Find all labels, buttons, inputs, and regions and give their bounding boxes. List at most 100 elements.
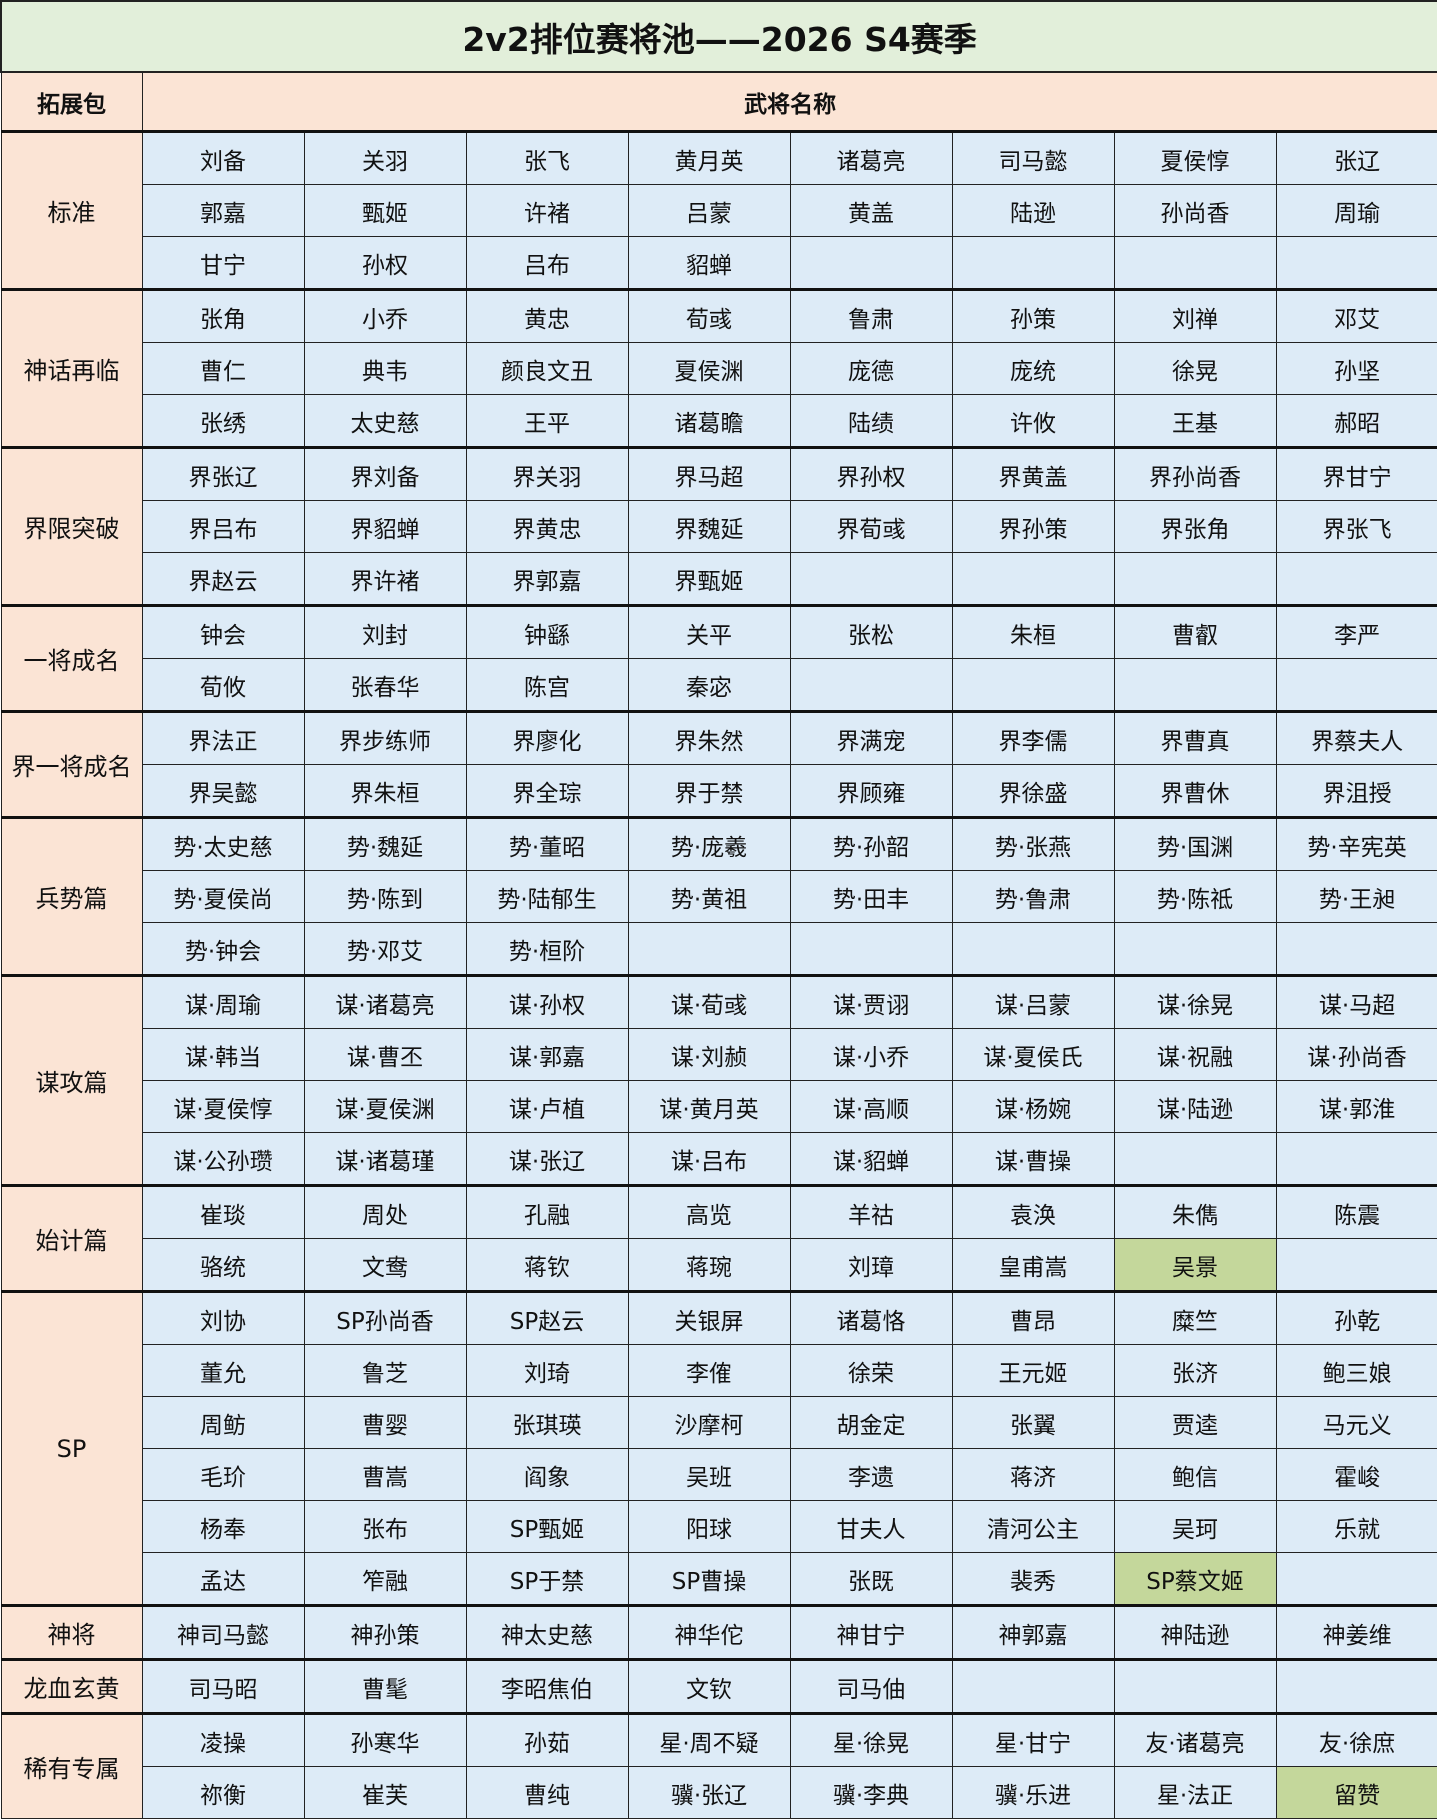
general-cell: 谋·杨婉 — [951, 1080, 1115, 1133]
empty-cell — [789, 236, 953, 290]
general-cell: 陆绩 — [789, 394, 953, 448]
general-cell: 界孙策 — [951, 500, 1115, 553]
table-row: 一将成名 钟会 刘封 钟繇 关平 张松 朱桓 曹叡 李严 — [0, 604, 1437, 712]
general-cell: 谋·高顺 — [789, 1080, 953, 1133]
general-cell: 谋·夏侯氏 — [951, 1028, 1115, 1081]
general-cell: 神甘宁 — [789, 1604, 953, 1660]
general-cell: 刘封 — [303, 604, 467, 659]
general-cell: 势·邓艾 — [303, 922, 467, 976]
general-cell: 荀攸 — [141, 658, 305, 712]
table-row: 神话再临 张角 小乔 黄忠 荀彧 鲁肃 孙策 刘禅 邓艾 — [0, 288, 1437, 448]
general-cell: 沙摩柯 — [627, 1396, 791, 1449]
header-names: 武将名称 — [141, 71, 1437, 133]
general-cell: 袁涣 — [951, 1184, 1115, 1239]
empty-cell — [789, 922, 953, 976]
general-cell: 谋·张辽 — [465, 1132, 629, 1186]
general-cell: 清河公主 — [951, 1500, 1115, 1553]
empty-cell — [1275, 1552, 1437, 1606]
pack-name: 始计篇 — [0, 1184, 143, 1292]
general-cell: 蒋钦 — [465, 1238, 629, 1292]
general-cell: 界郭嘉 — [465, 552, 629, 606]
empty-cell — [1275, 1238, 1437, 1292]
general-cell: 谋·孙权 — [465, 974, 629, 1029]
general-cell: 吴珂 — [1113, 1500, 1277, 1553]
general-cell: 界甘宁 — [1275, 446, 1437, 501]
general-cell: 毛玠 — [141, 1448, 305, 1501]
pack-name: 界一将成名 — [0, 710, 143, 818]
general-cell: 关平 — [627, 604, 791, 659]
general-cell: SP赵云 — [465, 1290, 629, 1345]
general-cell: 蒋琬 — [627, 1238, 791, 1292]
general-cell: 谋·曹操 — [951, 1132, 1115, 1186]
general-cell: 徐晃 — [1113, 342, 1277, 395]
table-row: 界限突破 界张辽 界刘备 界关羽 界马超 界孙权 界黄盖 界孙尚香 界甘宁 — [0, 446, 1437, 606]
empty-cell — [1275, 1132, 1437, 1186]
general-cell: 郝昭 — [1275, 394, 1437, 448]
general-cell: 界孙权 — [789, 446, 953, 501]
general-cell: 友·徐庶 — [1275, 1712, 1437, 1767]
general-cell: 鲁芝 — [303, 1344, 467, 1397]
general-cell: 友·诸葛亮 — [1113, 1712, 1277, 1767]
general-cell: 李昭焦伯 — [465, 1658, 629, 1714]
general-cell: 界魏延 — [627, 500, 791, 553]
general-cell: SP于禁 — [465, 1552, 629, 1606]
general-cell: 皇甫嵩 — [951, 1238, 1115, 1292]
general-cell: 谋·马超 — [1275, 974, 1437, 1029]
empty-cell — [1113, 1132, 1277, 1186]
general-cell: 王基 — [1113, 394, 1277, 448]
general-cell: 陆逊 — [951, 184, 1115, 237]
general-cell: 秦宓 — [627, 658, 791, 712]
general-cell: 神陆逊 — [1113, 1604, 1277, 1660]
table-row: 毛玠 曹嵩 阎象 吴班 李遗 蒋济 鲍信 霍峻 — [1, 1448, 1437, 1501]
table-row: 张绣 太史慈 王平 诸葛瞻 陆绩 许攸 王基 郝昭 — [1, 394, 1437, 448]
general-cell: 笮融 — [303, 1552, 467, 1606]
empty-cell — [951, 922, 1115, 976]
general-cell: 刘禅 — [1113, 288, 1277, 343]
general-cell: 司马懿 — [951, 130, 1115, 185]
general-cell: 谋·贾诩 — [789, 974, 953, 1029]
general-cell: 势·张燕 — [951, 816, 1115, 871]
table-row: 兵势篇 势·太史慈 势·魏延 势·董昭 势·庞羲 势·孙韶 势·张燕 势·国渊 势·辛宪英 — [0, 816, 1437, 976]
general-cell: 颜良文丑 — [465, 342, 629, 395]
general-cell: 朱儁 — [1113, 1184, 1277, 1239]
general-cell: 吴班 — [627, 1448, 791, 1501]
general-cell: 钟繇 — [465, 604, 629, 659]
general-cell: 邓艾 — [1275, 288, 1437, 343]
general-cell: 诸葛瞻 — [627, 394, 791, 448]
empty-cell — [1113, 658, 1277, 712]
general-cell: 董允 — [141, 1344, 305, 1397]
general-cell: 小乔 — [303, 288, 467, 343]
table-row: 杨奉 张布 SP甄姬 阳球 甘夫人 清河公主 吴珂 乐就 — [1, 1500, 1437, 1553]
empty-cell — [1275, 658, 1437, 712]
general-cell: 界张辽 — [141, 446, 305, 501]
general-cell: 谋·诸葛瑾 — [303, 1132, 467, 1186]
general-cell: 黄月英 — [627, 130, 791, 185]
general-cell: 庞统 — [951, 342, 1115, 395]
general-cell: 诸葛恪 — [789, 1290, 953, 1345]
general-cell: 势·魏延 — [303, 816, 467, 871]
general-cell: 谋·刘赪 — [627, 1028, 791, 1081]
table-row: 荀攸 张春华 陈宫 秦宓 — [1, 658, 1437, 712]
general-cell: 界全琮 — [465, 764, 629, 818]
general-cell: 徐荣 — [789, 1344, 953, 1397]
general-cell: 曹髦 — [303, 1658, 467, 1714]
general-cell: 孙寒华 — [303, 1712, 467, 1767]
general-cell: 界徐盛 — [951, 764, 1115, 818]
general-cell: 马元义 — [1275, 1396, 1437, 1449]
pack-name: 一将成名 — [0, 604, 143, 712]
general-cell: 孙坚 — [1275, 342, 1437, 395]
table-row: 稀有专属 凌操 孙寒华 孙茹 星·周不疑 星·徐晃 星·甘宁 友·诸葛亮 友·徐庶 — [0, 1712, 1437, 1819]
general-cell: 界李儒 — [951, 710, 1115, 765]
general-cell: 神郭嘉 — [951, 1604, 1115, 1660]
general-cell: 张既 — [789, 1552, 953, 1606]
empty-cell — [1113, 922, 1277, 976]
empty-cell — [951, 658, 1115, 712]
general-cell: 势·孙韶 — [789, 816, 953, 871]
table-row: 谋·夏侯惇 谋·夏侯渊 谋·卢植 谋·黄月英 谋·高顺 谋·杨婉 谋·陆逊 谋·郭淮 — [1, 1080, 1437, 1133]
general-cell: 势·董昭 — [465, 816, 629, 871]
general-cell: 阳球 — [627, 1500, 791, 1553]
general-cell: 张辽 — [1275, 130, 1437, 185]
general-cell: 谋·郭嘉 — [465, 1028, 629, 1081]
general-cell: 谋·卢植 — [465, 1080, 629, 1133]
empty-cell — [1113, 1658, 1277, 1714]
